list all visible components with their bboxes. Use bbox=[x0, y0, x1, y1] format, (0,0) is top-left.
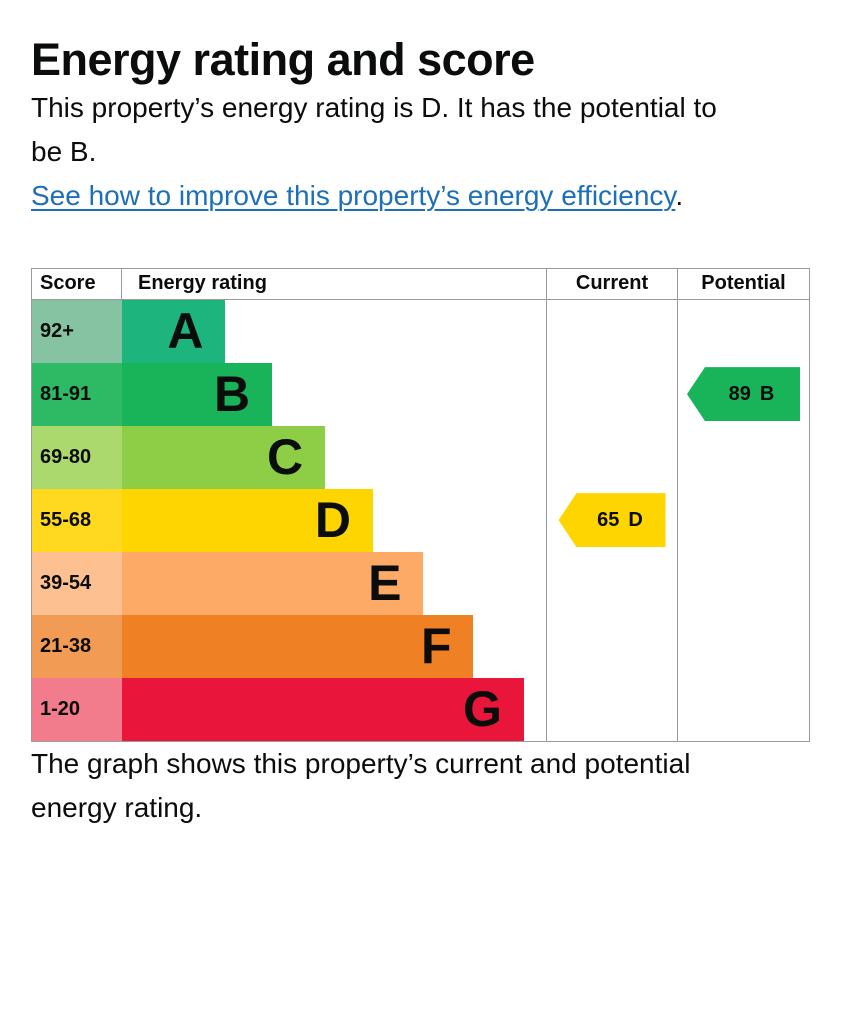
potential-column-cell-f bbox=[677, 614, 809, 678]
score-range-b: 81-91 bbox=[32, 362, 122, 426]
current-column-cell-f bbox=[546, 614, 677, 678]
score-range-e: 39-54 bbox=[32, 551, 122, 615]
band-bar-d: D bbox=[122, 488, 373, 552]
current-rating-arrow: 65 D bbox=[558, 493, 666, 548]
potential-column-cell-g bbox=[677, 677, 809, 741]
page-title: Energy rating and score bbox=[31, 34, 535, 85]
band-bar-b: B bbox=[122, 362, 273, 426]
current-rating-band: D bbox=[628, 508, 643, 531]
band-row-e: E bbox=[122, 551, 546, 615]
band-row-b: B bbox=[122, 362, 546, 426]
current-column-cell-b bbox=[546, 362, 677, 426]
score-range-d: 55-68 bbox=[32, 488, 122, 552]
band-bar-f: F bbox=[122, 614, 474, 678]
band-letter-d: D bbox=[314, 492, 351, 549]
potential-column-cell-c bbox=[677, 425, 809, 489]
potential-column-cell-e bbox=[677, 551, 809, 615]
improve-line-suffix: . bbox=[675, 179, 684, 211]
band-row-a: A bbox=[122, 299, 546, 363]
potential-column-cell-d bbox=[677, 488, 809, 552]
improve-line: See how to improve this property’s energ… bbox=[31, 174, 721, 218]
column-header-potential: Potential bbox=[677, 268, 809, 300]
current-column-cell-d: 65 D bbox=[546, 488, 677, 552]
current-column-cell-c bbox=[546, 425, 677, 489]
band-row-c: C bbox=[122, 425, 546, 489]
epc-chart-grid: Score Energy rating Current Potential 92… bbox=[32, 268, 809, 741]
band-bar-e: E bbox=[122, 551, 424, 615]
band-bar-c: C bbox=[122, 425, 326, 489]
score-range-a: 92+ bbox=[32, 299, 122, 363]
column-header-rating: Energy rating bbox=[122, 268, 546, 300]
band-row-f: F bbox=[122, 614, 546, 678]
footer-text: The graph shows this property’s current … bbox=[31, 747, 691, 823]
band-bar-g: G bbox=[122, 677, 524, 741]
potential-column-cell-b: 89 B bbox=[677, 362, 809, 426]
potential-rating-arrow: 89 B bbox=[687, 367, 800, 422]
potential-rating-band: B bbox=[759, 382, 775, 405]
band-row-g: G bbox=[122, 677, 546, 741]
intro-text: This property’s energy rating is D. It h… bbox=[31, 91, 717, 167]
score-range-g: 1-20 bbox=[32, 677, 122, 741]
improve-efficiency-link[interactable]: See how to improve this property’s energ… bbox=[31, 179, 676, 211]
score-range-f: 21-38 bbox=[32, 614, 122, 678]
band-letter-g: G bbox=[463, 681, 502, 738]
current-column-cell-g bbox=[546, 677, 677, 741]
score-range-c: 69-80 bbox=[32, 425, 122, 489]
band-letter-f: F bbox=[420, 618, 452, 675]
band-letter-c: C bbox=[266, 429, 304, 486]
potential-rating-value: 89 bbox=[728, 382, 751, 405]
potential-column-cell-a bbox=[677, 299, 809, 363]
current-column-cell-e bbox=[546, 551, 677, 615]
column-header-score: Score bbox=[32, 268, 122, 300]
current-column-cell-a bbox=[546, 299, 677, 363]
band-letter-b: B bbox=[213, 366, 251, 423]
current-rating-value: 65 bbox=[597, 508, 620, 531]
band-row-d: D bbox=[122, 488, 546, 552]
band-bar-a: A bbox=[122, 299, 226, 363]
energy-rating-page: Energy rating and score This property’s … bbox=[31, 34, 810, 823]
column-header-current: Current bbox=[546, 268, 677, 300]
epc-rating-chart: Score Energy rating Current Potential 92… bbox=[31, 267, 810, 742]
band-letter-e: E bbox=[368, 555, 402, 612]
band-letter-a: A bbox=[167, 303, 204, 360]
